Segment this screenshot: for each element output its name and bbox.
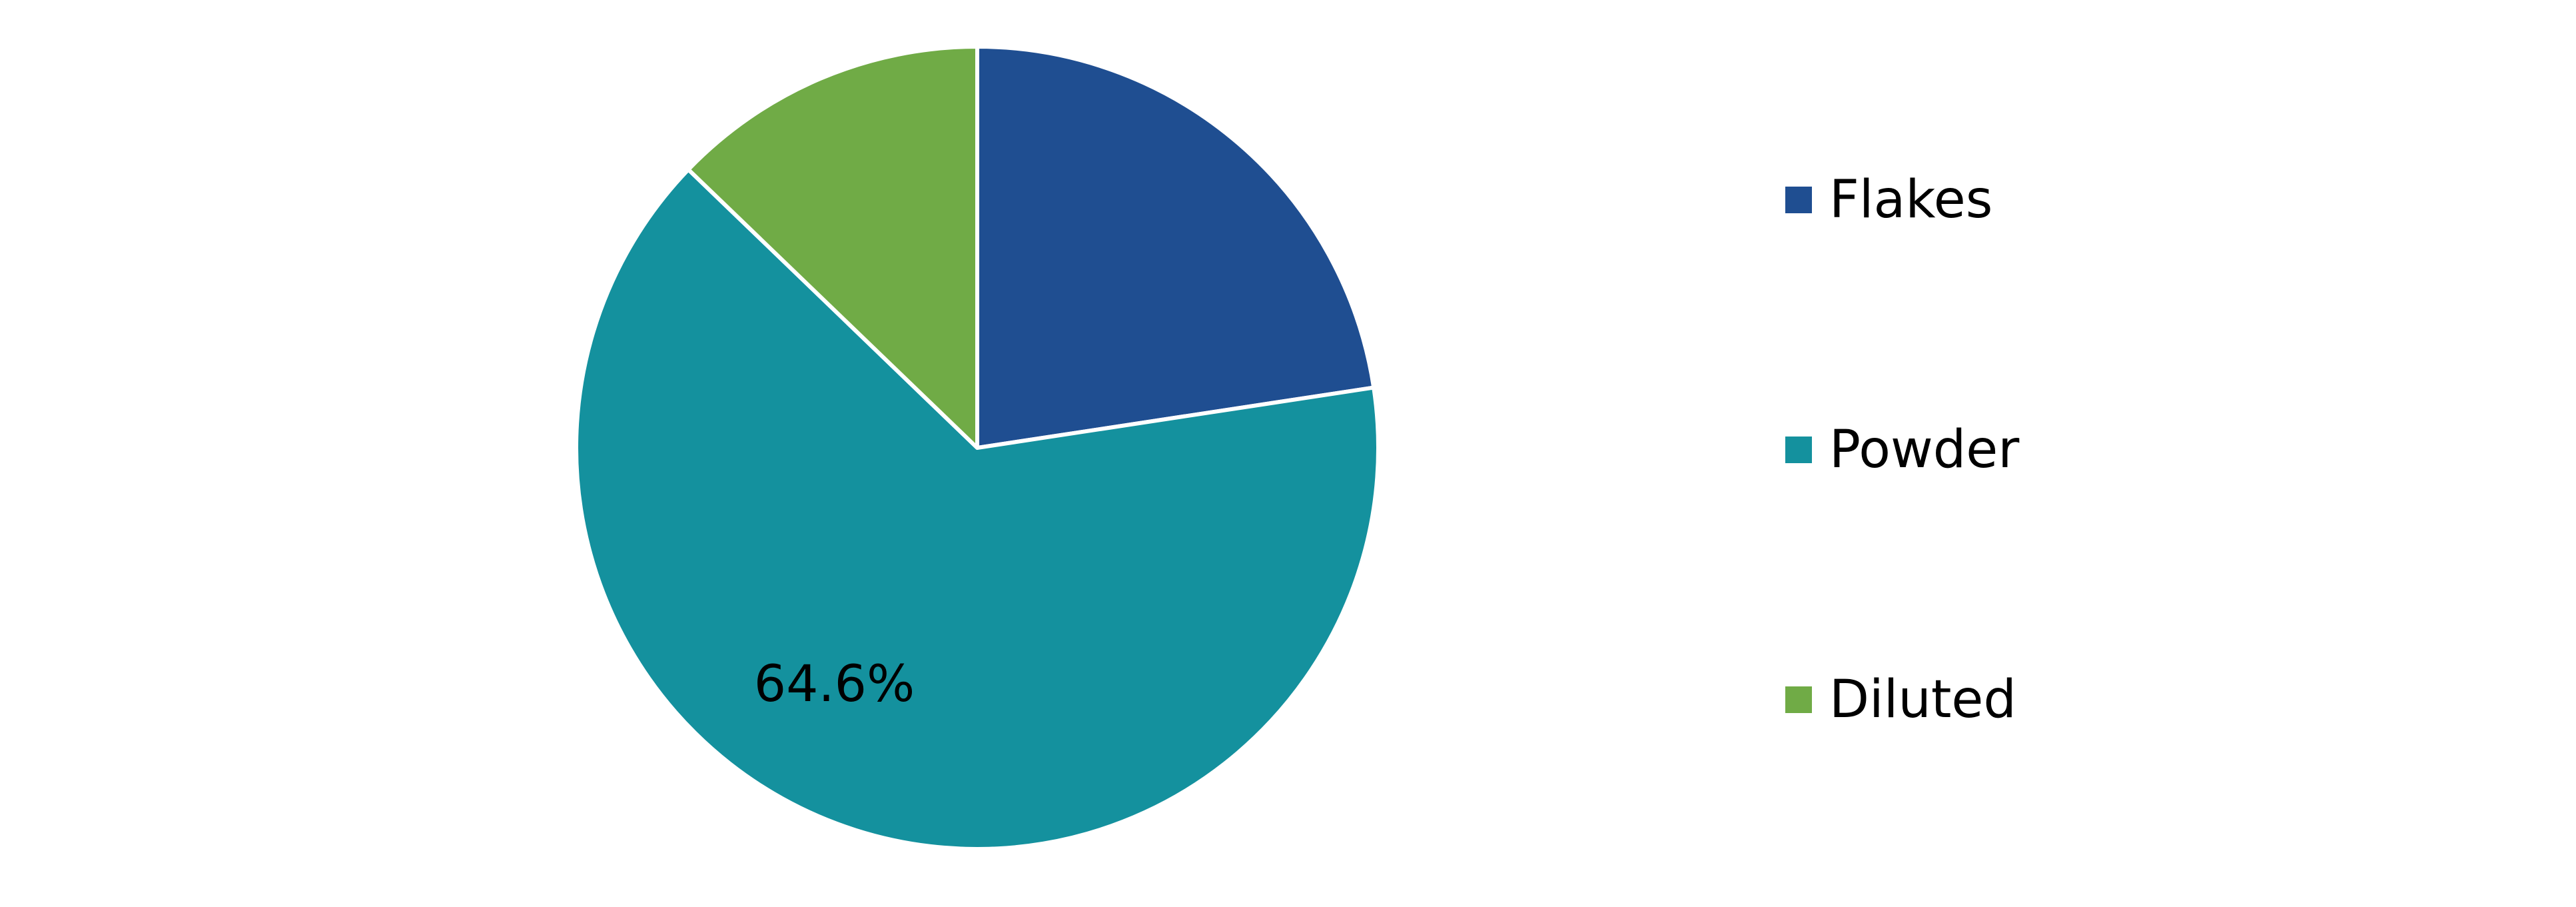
legend-item-diluted: Diluted: [1785, 670, 2016, 730]
legend-item-powder: Powder: [1785, 420, 2019, 480]
legend-swatch-powder: [1785, 437, 1812, 463]
legend-label-diluted: Diluted: [1829, 670, 2016, 730]
legend-label-powder: Powder: [1829, 420, 2020, 480]
pie-slice-diluted: [686, 45, 979, 450]
data-labels-layer: 64.6%: [754, 654, 915, 713]
pie-slice-powder: [574, 167, 1380, 851]
legend-item-flakes: Flakes: [1785, 170, 1992, 230]
legend: Flakes Powder Diluted: [1785, 170, 2318, 763]
data-label-powder: 64.6%: [754, 654, 915, 713]
legend-swatch-flakes: [1785, 187, 1812, 213]
pie-slice-flakes: [975, 45, 1376, 450]
legend-swatch-diluted: [1785, 686, 1812, 713]
legend-label-flakes: Flakes: [1829, 170, 1993, 230]
slices-layer: [574, 45, 1380, 851]
